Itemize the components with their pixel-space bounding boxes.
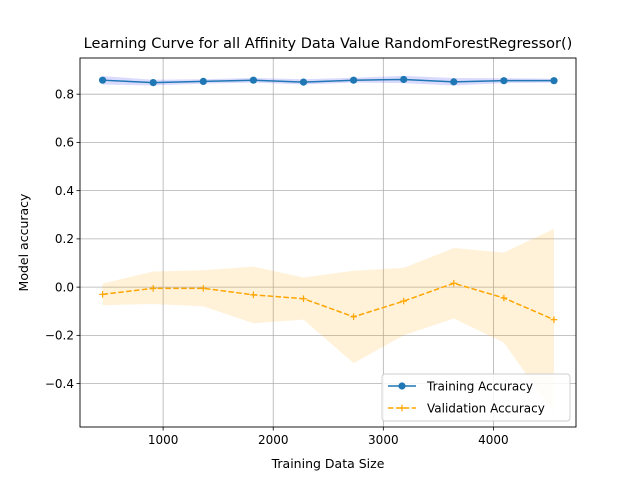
training-accuracy-point <box>199 77 207 85</box>
validation-accuracy-band <box>102 228 554 414</box>
y-tick-label: 0.6 <box>55 136 74 150</box>
training-accuracy-point <box>299 78 308 86</box>
legend-box <box>381 373 571 422</box>
validation-accuracy-point <box>99 291 106 298</box>
x-axis-label: Training Data Size <box>271 456 385 471</box>
y-axis-label: Model accuracy <box>16 193 31 292</box>
x-tick-label: 1000 <box>148 433 179 447</box>
training-accuracy-point <box>349 76 358 84</box>
x-tick-label: 3000 <box>368 433 399 447</box>
training-accuracy-line <box>102 78 554 84</box>
x-tick-label: 2000 <box>258 433 289 447</box>
legend-swatch-marker <box>398 382 406 390</box>
chart-title: Learning Curve for all Affinity Data Val… <box>84 36 573 52</box>
training-accuracy-point <box>500 77 508 85</box>
y-axis-ticks: −0.4 −0.2 0.0 0.2 0.4 0.6 0.8 <box>45 87 80 391</box>
series-markers <box>98 75 558 323</box>
y-tick-label: 0.0 <box>55 280 74 294</box>
x-tick-label: 4000 <box>478 433 509 447</box>
legend: Training Accuracy Validation Accuracy <box>381 373 571 422</box>
validation-accuracy-point <box>550 316 558 323</box>
training-accuracy-point <box>550 77 558 85</box>
training-accuracy-point <box>450 78 458 86</box>
y-tick-label: −0.2 <box>45 329 74 343</box>
grid-lines <box>80 58 576 427</box>
validation-accuracy-point <box>400 297 407 305</box>
series-lines <box>102 78 555 321</box>
y-tick-label: 0.4 <box>55 184 74 198</box>
validation-accuracy-point <box>250 291 257 299</box>
validation-accuracy-point <box>200 285 207 292</box>
training-accuracy-point <box>98 76 107 84</box>
training-accuracy-point <box>149 79 157 87</box>
axes-frame <box>79 57 577 428</box>
validation-accuracy-point <box>149 285 157 292</box>
legend-label: Training Accuracy <box>426 380 533 394</box>
training-accuracy-point <box>249 76 258 84</box>
confidence-bands <box>102 75 554 414</box>
validation-accuracy-point <box>350 313 357 321</box>
y-tick-label: 0.2 <box>55 232 74 246</box>
validation-accuracy-point <box>300 295 307 302</box>
legend-label: Validation Accuracy <box>427 402 545 416</box>
y-tick-label: −0.4 <box>45 377 74 391</box>
validation-accuracy-line <box>102 282 555 321</box>
training-accuracy-point <box>400 75 408 84</box>
validation-accuracy-point <box>450 279 458 287</box>
x-axis-ticks: 1000 2000 3000 4000 <box>148 427 509 447</box>
y-tick-label: 0.8 <box>55 87 74 101</box>
validation-accuracy-point <box>500 294 508 302</box>
